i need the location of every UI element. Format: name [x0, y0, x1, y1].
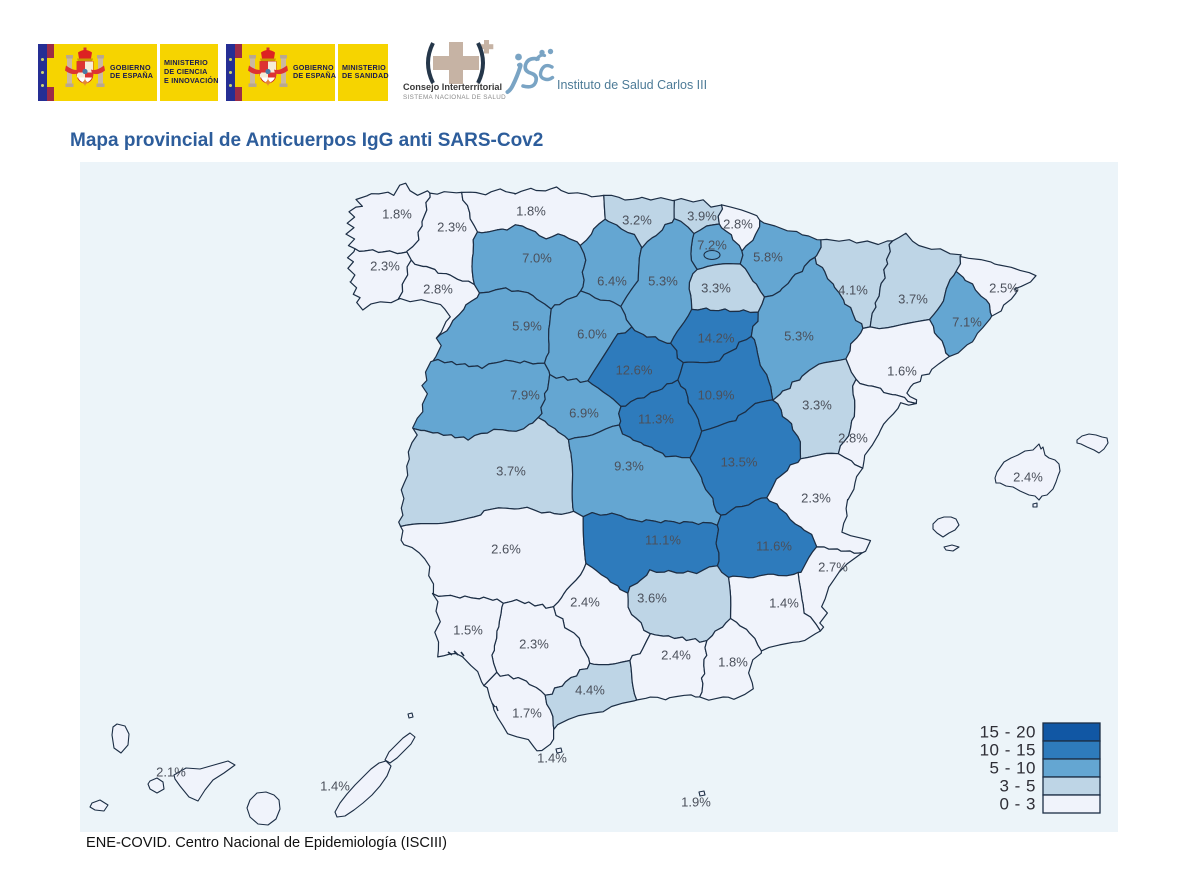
- svg-text:2.5%: 2.5%: [989, 281, 1019, 296]
- svg-text:5.9%: 5.9%: [512, 319, 542, 334]
- svg-text:7.0%: 7.0%: [522, 251, 552, 266]
- svg-text:1.4%: 1.4%: [320, 779, 350, 794]
- svg-text:2.8%: 2.8%: [723, 217, 753, 232]
- svg-text:3.9%: 3.9%: [687, 209, 717, 224]
- svg-text:2.8%: 2.8%: [838, 431, 868, 446]
- svg-text:4.1%: 4.1%: [838, 283, 868, 298]
- svg-text:13.5%: 13.5%: [721, 455, 758, 470]
- svg-text:11.6%: 11.6%: [756, 539, 792, 554]
- svg-text:10 - 15: 10 - 15: [980, 741, 1036, 760]
- svg-text:11.3%: 11.3%: [638, 412, 674, 427]
- svg-text:1.7%: 1.7%: [512, 706, 542, 721]
- svg-text:2.3%: 2.3%: [801, 491, 831, 506]
- svg-text:12.6%: 12.6%: [616, 363, 653, 378]
- svg-text:1.8%: 1.8%: [516, 204, 546, 219]
- svg-text:6.0%: 6.0%: [577, 327, 607, 342]
- svg-text:2.3%: 2.3%: [370, 259, 400, 274]
- svg-text:1.9%: 1.9%: [681, 795, 711, 810]
- svg-text:2.4%: 2.4%: [661, 648, 691, 663]
- svg-text:7.1%: 7.1%: [952, 315, 982, 330]
- svg-text:1.8%: 1.8%: [718, 655, 748, 670]
- svg-text:3.7%: 3.7%: [496, 464, 526, 479]
- svg-text:4.4%: 4.4%: [575, 683, 605, 698]
- svg-text:1.4%: 1.4%: [769, 596, 799, 611]
- svg-text:1.6%: 1.6%: [887, 364, 917, 379]
- svg-text:1.4%: 1.4%: [537, 751, 567, 766]
- svg-text:2.8%: 2.8%: [423, 282, 453, 297]
- svg-text:3.3%: 3.3%: [802, 398, 832, 413]
- svg-text:9.3%: 9.3%: [614, 459, 644, 474]
- svg-text:2.7%: 2.7%: [818, 560, 848, 575]
- svg-text:11.1%: 11.1%: [645, 533, 681, 548]
- svg-text:2.6%: 2.6%: [491, 542, 521, 557]
- svg-text:1.8%: 1.8%: [382, 207, 412, 222]
- svg-text:2.4%: 2.4%: [570, 595, 600, 610]
- svg-text:2.1%: 2.1%: [156, 765, 186, 780]
- svg-text:1.5%: 1.5%: [453, 623, 483, 638]
- svg-text:10.9%: 10.9%: [698, 388, 735, 403]
- svg-text:3.3%: 3.3%: [701, 281, 731, 296]
- svg-text:2.3%: 2.3%: [437, 220, 467, 235]
- svg-text:3.6%: 3.6%: [637, 591, 667, 606]
- svg-text:5 - 10: 5 - 10: [990, 759, 1036, 778]
- svg-text:7.9%: 7.9%: [510, 388, 540, 403]
- svg-text:2.4%: 2.4%: [1013, 470, 1043, 485]
- svg-text:5.8%: 5.8%: [753, 250, 783, 265]
- svg-text:3.2%: 3.2%: [622, 213, 652, 228]
- svg-text:6.9%: 6.9%: [569, 406, 599, 421]
- svg-text:3 - 5: 3 - 5: [999, 777, 1036, 796]
- svg-text:14.2%: 14.2%: [698, 331, 735, 346]
- svg-text:5.3%: 5.3%: [648, 274, 678, 289]
- svg-text:15 - 20: 15 - 20: [980, 723, 1036, 742]
- svg-text:0 - 3: 0 - 3: [999, 795, 1036, 814]
- svg-text:5.3%: 5.3%: [784, 329, 814, 344]
- svg-text:7.2%: 7.2%: [697, 238, 727, 253]
- svg-text:3.7%: 3.7%: [898, 292, 928, 307]
- svg-text:2.3%: 2.3%: [519, 637, 549, 652]
- svg-text:6.4%: 6.4%: [597, 274, 627, 289]
